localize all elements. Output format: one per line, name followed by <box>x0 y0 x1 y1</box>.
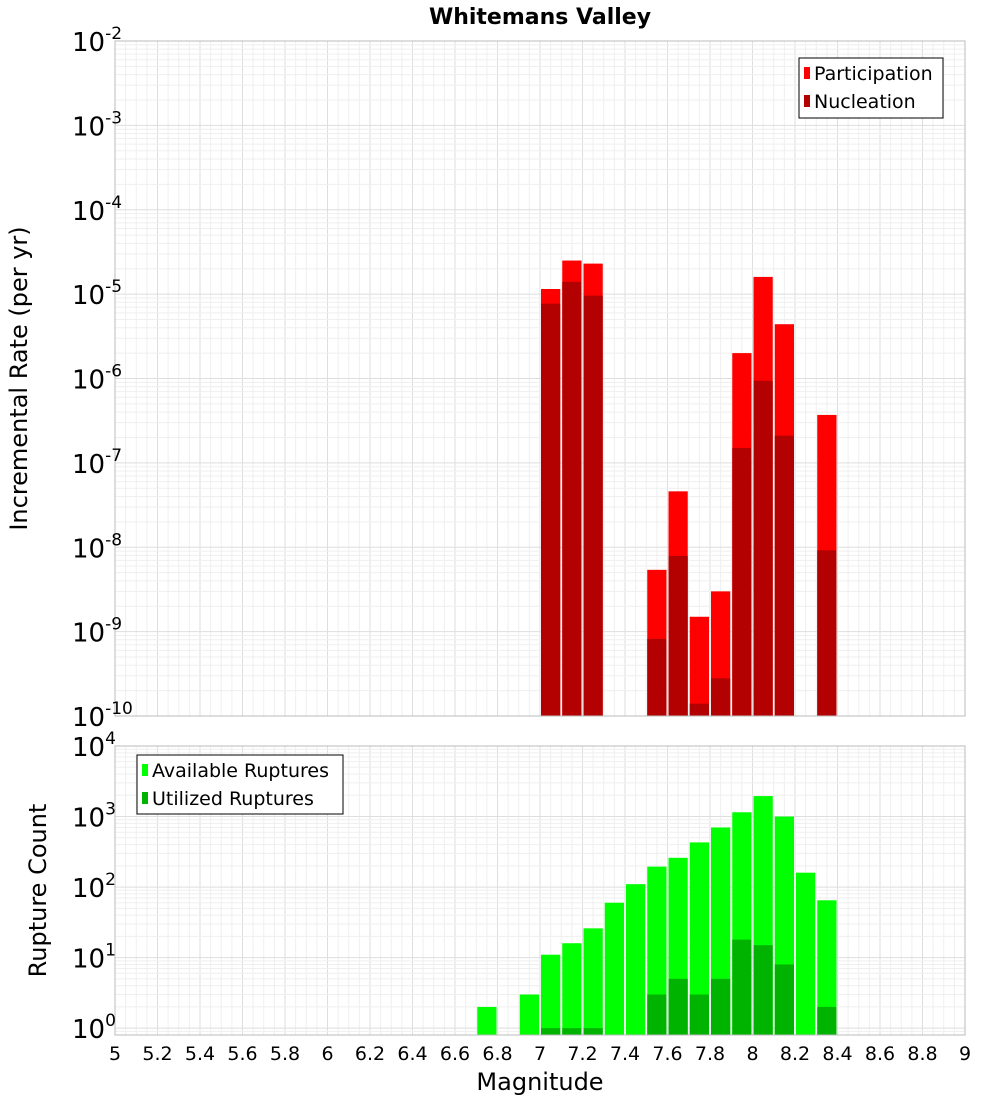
bar-utilized-ruptures <box>541 1028 561 1035</box>
legend-label: Available Ruptures <box>152 760 329 782</box>
x-tick-label: 7 <box>534 1043 546 1065</box>
plot-border <box>114 745 966 1036</box>
bar-available-ruptures <box>541 954 561 1035</box>
x-tick-label: 8.8 <box>907 1043 937 1065</box>
bar-available-ruptures <box>689 842 709 1035</box>
x-tick-labels: 5 5.2 5.4 5.6 5.8 6 6.2 6.4 6.6 6.8 7 7.2 7.4 7.6 7.8 8… <box>109 1043 971 1065</box>
bar-nucleation <box>562 281 582 716</box>
x-tick-label: 8.6 <box>865 1043 895 1065</box>
bar-utilized-ruptures <box>583 1028 603 1035</box>
y-tick-label: 101 <box>72 941 116 975</box>
bar-nucleation <box>541 303 561 716</box>
chart-panel-2: 100 101 102 103 104 Rupture Count Available Ru… <box>24 729 966 1096</box>
bar-available-ruptures <box>519 994 539 1035</box>
y-tick-label: 10-9 <box>72 615 122 649</box>
y-axis-label: Incremental Rate (per yr) <box>5 226 33 530</box>
y-tick-label: 10-4 <box>72 193 122 227</box>
bar-available-ruptures <box>647 866 667 1035</box>
x-tick-label: 7.4 <box>610 1043 640 1065</box>
bar-nucleation <box>753 380 773 716</box>
bar-available-ruptures <box>626 884 646 1035</box>
y-tick-label: 104 <box>72 729 116 763</box>
x-tick-label: 9 <box>959 1043 971 1065</box>
x-tick-label: 8.2 <box>780 1043 810 1065</box>
legend-swatch <box>804 95 810 107</box>
x-tick-label: 6 <box>321 1043 333 1065</box>
bar-available-ruptures <box>477 1006 497 1035</box>
chart-panel-1: 10-10 10-9 10-8 10-7 10-6 10-5 10-4 10-3 10-2 Inc… <box>5 5 966 733</box>
y-tick-labels: 100 101 102 103 104 <box>72 729 116 1045</box>
bar-nucleation <box>817 550 837 716</box>
x-tick-label: 7.6 <box>652 1043 682 1065</box>
legend-swatch <box>804 67 810 79</box>
x-tick-label: 5.2 <box>142 1043 172 1065</box>
y-tick-label: 10-7 <box>72 446 122 480</box>
x-tick-label: 5.8 <box>270 1043 300 1065</box>
bar-utilized-ruptures <box>562 1028 582 1035</box>
legend: Participation Nucleation <box>798 57 944 119</box>
x-tick-label: 6.8 <box>482 1043 512 1065</box>
x-tick-label: 6.2 <box>355 1043 385 1065</box>
bar-nucleation <box>689 703 709 716</box>
y-tick-label: 100 <box>72 1011 116 1045</box>
bar-nucleation <box>647 638 667 716</box>
bar-participation <box>689 616 709 716</box>
x-tick-label: 7.2 <box>567 1043 597 1065</box>
series-utilized-ruptures <box>541 939 837 1035</box>
bar-utilized-ruptures <box>732 939 752 1035</box>
legend-label: Nucleation <box>814 91 916 113</box>
bar-available-ruptures <box>796 872 816 1035</box>
legend-box <box>798 57 944 119</box>
bar-nucleation <box>711 678 731 716</box>
y-tick-label: 10-3 <box>72 108 122 142</box>
y-tick-label: 102 <box>72 870 116 904</box>
legend-swatch <box>142 764 148 776</box>
legend: Available Ruptures Utilized Ruptures <box>136 754 344 815</box>
y-tick-labels: 10-10 10-9 10-8 10-7 10-6 10-5 10-4 10-3 10-2 <box>72 24 133 733</box>
legend-label: Utilized Ruptures <box>152 788 314 810</box>
bar-utilized-ruptures <box>774 964 794 1035</box>
x-tick-label: 5.6 <box>227 1043 257 1065</box>
x-tick-label: 8 <box>746 1043 758 1065</box>
x-tick-label: 6.4 <box>397 1043 427 1065</box>
bar-nucleation <box>668 555 688 716</box>
y-tick-label: 10-8 <box>72 530 122 564</box>
plot-border <box>114 40 966 717</box>
y-tick-label: 10-6 <box>72 362 122 396</box>
bar-utilized-ruptures <box>668 978 688 1035</box>
series-nucleation <box>541 281 837 716</box>
bar-utilized-ruptures <box>817 1006 837 1035</box>
grid-lines <box>114 745 966 1036</box>
x-tick-label: 6.6 <box>440 1043 470 1065</box>
bar-available-ruptures <box>562 943 582 1035</box>
bar-utilized-ruptures <box>689 994 709 1035</box>
bar-nucleation <box>583 295 603 716</box>
legend-swatch <box>142 792 148 804</box>
y-tick-label: 10-10 <box>72 699 133 733</box>
chart-title: Whitemans Valley <box>429 5 651 30</box>
x-tick-label: 5.4 <box>185 1043 215 1065</box>
legend-box <box>136 754 344 815</box>
bar-utilized-ruptures <box>711 978 731 1035</box>
y-tick-label: 10-2 <box>72 24 122 58</box>
legend-label: Participation <box>814 63 933 85</box>
x-axis-label: Magnitude <box>476 1068 603 1096</box>
x-tick-label: 8.4 <box>822 1043 852 1065</box>
y-tick-label: 10-5 <box>72 277 122 311</box>
bar-available-ruptures <box>604 902 624 1035</box>
bar-nucleation <box>774 435 794 716</box>
bar-utilized-ruptures <box>647 994 667 1035</box>
bar-utilized-ruptures <box>753 945 773 1035</box>
bar-nucleation <box>732 448 752 716</box>
bar-available-ruptures <box>817 900 837 1035</box>
bar-available-ruptures <box>583 928 603 1035</box>
x-tick-label: 5 <box>109 1043 121 1065</box>
y-axis-label: Rupture Count <box>24 804 52 978</box>
x-tick-label: 7.8 <box>695 1043 725 1065</box>
y-tick-label: 103 <box>72 800 116 834</box>
grid-lines <box>114 40 966 717</box>
